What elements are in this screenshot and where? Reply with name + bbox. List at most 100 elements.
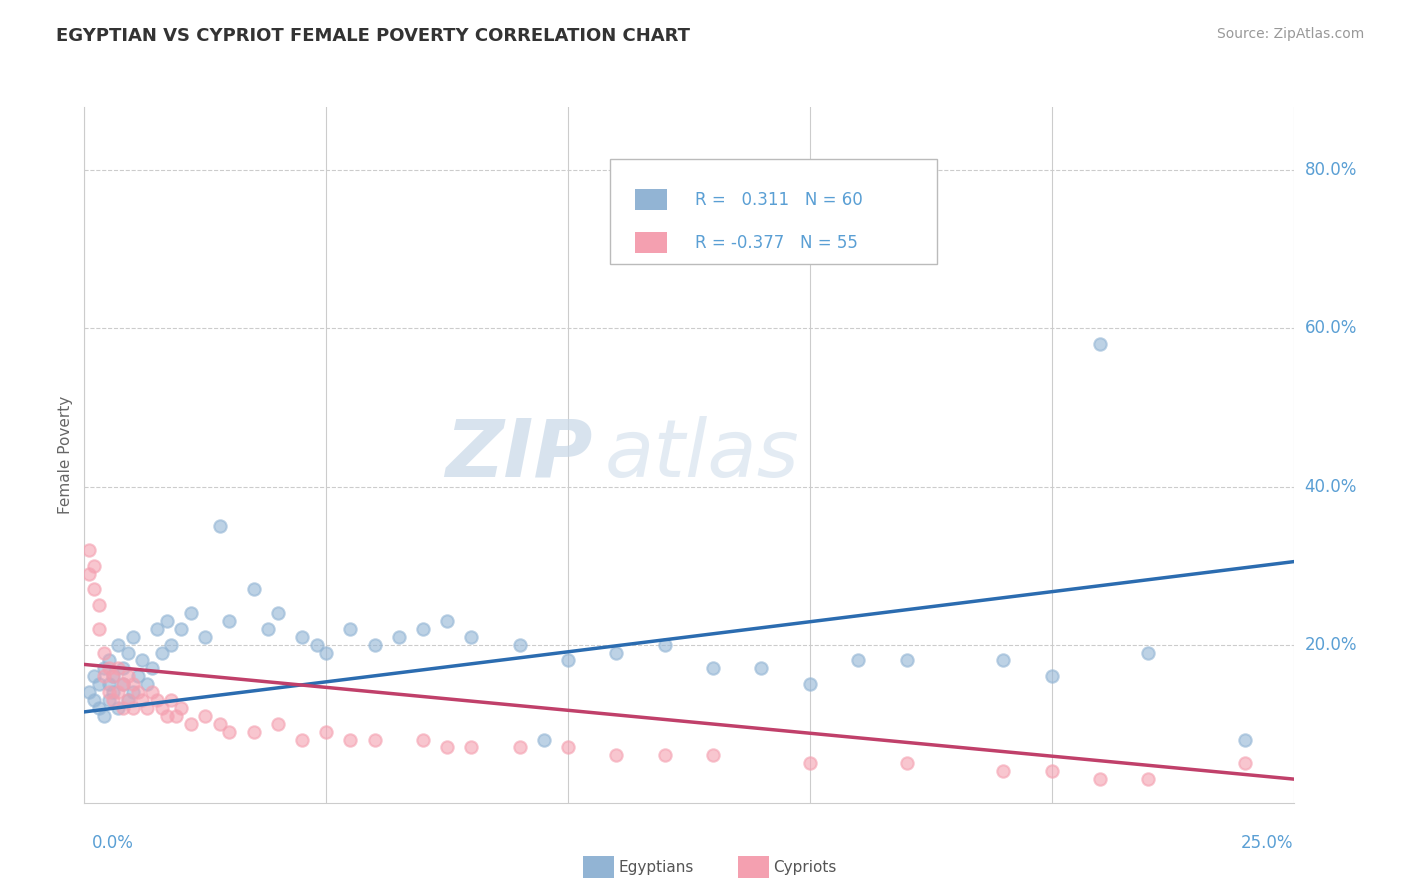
Point xyxy=(77,566,100,581)
Text: ZIP: ZIP xyxy=(444,416,592,494)
Point xyxy=(97,685,120,699)
Point xyxy=(218,614,240,628)
Point xyxy=(1040,669,1063,683)
Point xyxy=(1137,646,1160,660)
Point xyxy=(799,677,821,691)
Text: 0.0%: 0.0% xyxy=(91,834,134,852)
Text: Cypriots: Cypriots xyxy=(773,860,837,874)
Point xyxy=(557,653,579,667)
Point xyxy=(460,740,482,755)
Point xyxy=(1137,772,1160,786)
Point xyxy=(305,638,328,652)
Point xyxy=(267,716,290,731)
Point xyxy=(155,614,177,628)
Point xyxy=(1234,732,1257,747)
Point xyxy=(112,701,135,715)
Point xyxy=(146,622,169,636)
Point xyxy=(141,685,163,699)
Point xyxy=(117,693,139,707)
Point xyxy=(1234,756,1257,771)
Point xyxy=(846,653,869,667)
Point xyxy=(127,669,149,683)
Point xyxy=(339,732,361,747)
Point xyxy=(339,622,361,636)
Point xyxy=(412,622,434,636)
Point xyxy=(117,669,139,683)
Point xyxy=(131,653,153,667)
Point xyxy=(93,708,115,723)
Point xyxy=(97,661,120,675)
Point xyxy=(170,622,193,636)
Text: 20.0%: 20.0% xyxy=(1305,636,1357,654)
Point xyxy=(242,724,264,739)
Point xyxy=(97,653,120,667)
Point xyxy=(83,582,105,597)
Point xyxy=(112,677,135,691)
Point xyxy=(436,614,458,628)
Point xyxy=(112,661,135,675)
Point xyxy=(87,622,110,636)
Point xyxy=(654,748,676,763)
Point xyxy=(93,646,115,660)
Point xyxy=(605,748,627,763)
Point xyxy=(77,685,100,699)
Point xyxy=(136,677,159,691)
Point xyxy=(291,630,314,644)
Point xyxy=(131,693,153,707)
Point xyxy=(436,740,458,755)
Text: 25.0%: 25.0% xyxy=(1241,834,1294,852)
Point xyxy=(315,646,337,660)
Point xyxy=(194,708,217,723)
Point xyxy=(509,740,531,755)
Point xyxy=(896,653,918,667)
Point xyxy=(180,716,202,731)
Point xyxy=(460,630,482,644)
Point xyxy=(702,661,724,675)
FancyBboxPatch shape xyxy=(634,189,668,211)
Point xyxy=(363,732,385,747)
Point xyxy=(77,542,100,557)
Point xyxy=(121,685,143,699)
Point xyxy=(150,646,173,660)
Point xyxy=(509,638,531,652)
Point xyxy=(533,732,555,747)
Point xyxy=(993,764,1015,779)
Point xyxy=(127,685,149,699)
Point xyxy=(146,693,169,707)
Text: 40.0%: 40.0% xyxy=(1305,477,1357,496)
Point xyxy=(170,701,193,715)
Point xyxy=(896,756,918,771)
Point xyxy=(97,677,120,691)
Text: R =   0.311   N = 60: R = 0.311 N = 60 xyxy=(695,191,863,209)
Text: 80.0%: 80.0% xyxy=(1305,161,1357,179)
Point xyxy=(155,708,177,723)
Point xyxy=(194,630,217,644)
Text: atlas: atlas xyxy=(605,416,799,494)
Point xyxy=(180,606,202,620)
Point xyxy=(363,638,385,652)
Point xyxy=(751,661,773,675)
Point xyxy=(218,724,240,739)
Point xyxy=(83,669,105,683)
Point xyxy=(141,661,163,675)
Point xyxy=(242,582,264,597)
Point xyxy=(107,661,129,675)
Point xyxy=(87,701,110,715)
Point xyxy=(267,606,290,620)
Point xyxy=(93,661,115,675)
Point xyxy=(103,685,125,699)
Point xyxy=(315,724,337,739)
Point xyxy=(117,646,139,660)
Point xyxy=(107,638,129,652)
Point xyxy=(83,693,105,707)
Point xyxy=(1088,337,1111,351)
Point xyxy=(150,701,173,715)
Point xyxy=(117,693,139,707)
Point xyxy=(702,748,724,763)
Text: Source: ZipAtlas.com: Source: ZipAtlas.com xyxy=(1216,27,1364,41)
Point xyxy=(993,653,1015,667)
Point xyxy=(107,701,129,715)
Point xyxy=(1040,764,1063,779)
Point xyxy=(97,693,120,707)
Point xyxy=(291,732,314,747)
